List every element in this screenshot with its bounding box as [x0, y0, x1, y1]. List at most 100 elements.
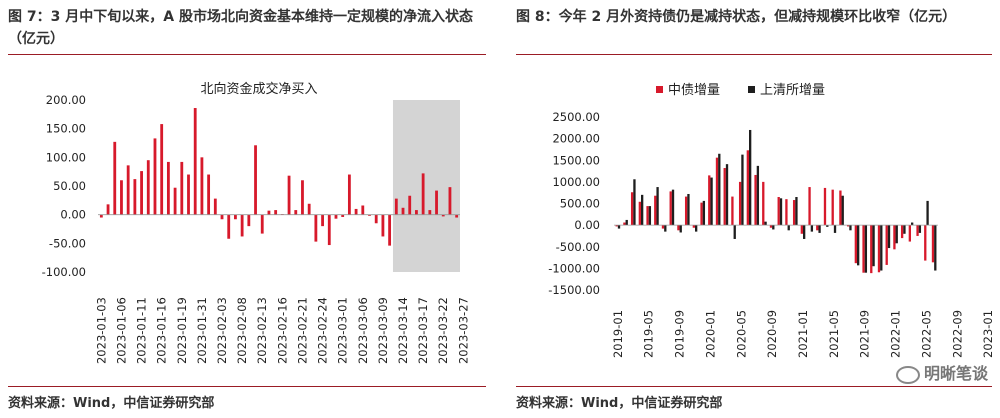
- x-tick-label: 2020-09: [765, 310, 779, 358]
- bar: [381, 214, 385, 237]
- figure-8-bottom-rule: [516, 386, 992, 387]
- figure-8-title: 图 8：今年 2 月外资持债仍是减持状态，但减持规模环比收窄（亿元）: [516, 9, 957, 25]
- bar: [160, 124, 164, 215]
- bar: [207, 174, 211, 215]
- bar: [661, 225, 665, 229]
- bar: [684, 196, 688, 226]
- x-tick-label: 2023-01-11: [135, 297, 149, 364]
- bar: [911, 222, 914, 226]
- chart-title: 北向资金成交净买入: [200, 81, 317, 97]
- bar: [749, 129, 752, 226]
- bar: [772, 225, 775, 230]
- figure-7-source: 资料来源：Wind，中信证券研究部: [8, 396, 215, 411]
- x-tick-label: 2023-03-01: [336, 297, 350, 364]
- y-tick-label: 200.00: [46, 93, 86, 107]
- bar: [754, 174, 757, 226]
- y-tick-label: -100.00: [42, 265, 86, 279]
- x-tick-label: 2022-05: [919, 310, 933, 358]
- bar: [247, 214, 251, 227]
- y-tick-label: -1500.00: [548, 283, 600, 297]
- x-tick-label: 2019-09: [673, 310, 687, 358]
- bar: [240, 214, 244, 237]
- bar: [679, 225, 682, 233]
- legend-label: 上清所增量: [760, 83, 825, 98]
- figure-8-top-rule: [516, 54, 992, 55]
- legend-swatch: [748, 86, 755, 93]
- bar: [671, 189, 675, 226]
- bar: [916, 225, 919, 236]
- bar: [841, 195, 844, 226]
- bar: [862, 225, 865, 273]
- x-tick-label: 2023-01-19: [175, 297, 189, 364]
- x-tick-label: 2023-03-27: [456, 297, 470, 364]
- bar: [173, 187, 177, 215]
- bar: [718, 153, 721, 226]
- bar: [854, 225, 857, 264]
- bar: [140, 171, 143, 215]
- x-tick-label: 2023-02-21: [295, 297, 309, 364]
- bar: [669, 191, 672, 226]
- bar: [435, 190, 438, 215]
- bar: [274, 210, 278, 215]
- x-tick-label: 2023-03-17: [416, 297, 430, 364]
- bar: [756, 165, 760, 226]
- bar: [818, 225, 821, 233]
- bar: [908, 225, 911, 242]
- bar: [415, 210, 418, 215]
- bar: [625, 219, 628, 226]
- y-tick-label: 150.00: [46, 122, 86, 136]
- bar: [314, 214, 318, 242]
- x-tick-label: 2023-03-22: [436, 297, 450, 364]
- bar: [708, 175, 711, 226]
- bar: [630, 192, 634, 226]
- bar: [731, 196, 734, 226]
- y-tick-label: 2500.00: [552, 110, 600, 124]
- bar: [715, 157, 719, 226]
- x-tick-label: 2023-02-03: [215, 297, 229, 364]
- bar: [926, 200, 929, 226]
- bar: [99, 214, 103, 218]
- bar: [808, 187, 811, 226]
- bar: [638, 201, 641, 226]
- legend-label: 中债增量: [668, 83, 720, 98]
- bar: [180, 161, 184, 215]
- bar: [448, 187, 452, 215]
- bar: [764, 221, 767, 226]
- bar: [641, 194, 644, 226]
- bar: [870, 225, 873, 274]
- bar: [839, 190, 842, 226]
- x-tick-label: 2020-05: [734, 310, 748, 358]
- bar: [234, 214, 237, 220]
- bar: [307, 203, 311, 215]
- x-tick-label: 2023-03-14: [396, 297, 410, 364]
- bar: [677, 225, 680, 231]
- bar: [846, 225, 850, 227]
- bar: [656, 187, 659, 226]
- x-tick-label: 2023-01-06: [114, 297, 128, 364]
- bar: [633, 179, 636, 226]
- bar: [692, 225, 695, 228]
- y-tick-label: 0.00: [574, 218, 600, 232]
- bar: [833, 225, 837, 233]
- y-tick-label: 1000.00: [552, 175, 600, 189]
- bar: [800, 225, 803, 234]
- watermark-text: 明晰笔谈: [923, 364, 988, 383]
- bar: [931, 225, 935, 263]
- bar: [738, 181, 742, 226]
- bar: [785, 199, 788, 226]
- y-tick-label: 50.00: [53, 179, 86, 193]
- figure-7-title: 图 7：3 月中下旬以来，A 股市场北向资金基本维持一定规模的净流入状态（亿元）: [8, 9, 473, 47]
- x-tick-label: 2021-09: [858, 310, 872, 358]
- x-tick-label: 2022-09: [950, 310, 964, 358]
- bar: [260, 214, 264, 234]
- bar: [803, 225, 806, 239]
- bar: [220, 214, 224, 220]
- y-tick-label: 100.00: [46, 150, 86, 164]
- bar: [880, 225, 883, 271]
- bar: [934, 225, 937, 271]
- bar: [394, 198, 398, 215]
- x-tick-label: 2019-05: [642, 310, 656, 358]
- bar: [864, 225, 868, 273]
- x-tick-label: 2023-01: [981, 310, 995, 358]
- x-tick-label: 2020-01: [703, 310, 717, 358]
